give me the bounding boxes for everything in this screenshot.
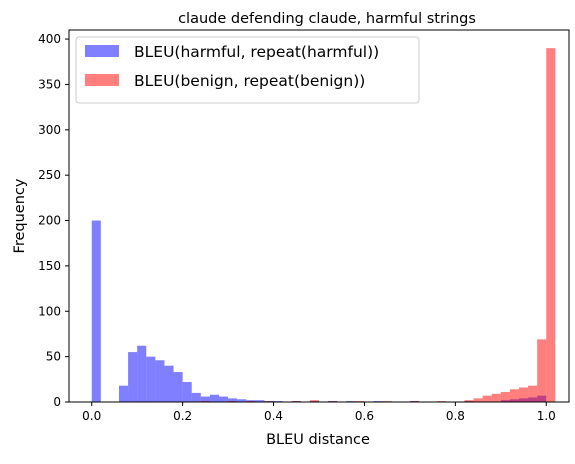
x-tick-label: 1.0 <box>537 409 556 423</box>
histogram-bar <box>200 396 210 402</box>
histogram-bar <box>509 389 519 402</box>
histogram-bar <box>155 360 165 402</box>
histogram-bar <box>91 220 101 402</box>
x-tick-label: 0.2 <box>173 409 192 423</box>
histogram-bar <box>464 400 474 402</box>
histogram-bar <box>473 398 483 402</box>
legend-label-harmful: BLEU(harmful, repeat(harmful)) <box>134 43 379 61</box>
chart-title: claude defending claude, harmful strings <box>178 11 476 27</box>
histogram-bar <box>482 395 492 402</box>
histogram-bar <box>173 372 183 402</box>
x-axis: 0.0 0.2 0.4 0.6 0.8 1.0 <box>82 402 556 423</box>
y-tick-label: 150 <box>38 259 61 273</box>
series-0-bars <box>91 220 547 402</box>
plot-frame <box>68 29 570 403</box>
histogram-bar <box>128 352 138 402</box>
histogram-bar <box>191 392 201 402</box>
histogram-bar <box>500 392 510 402</box>
histogram-bar <box>546 48 556 403</box>
y-tick-label: 0 <box>53 395 61 409</box>
histogram-bar <box>182 382 192 402</box>
histogram-bar <box>209 394 219 402</box>
legend-box <box>75 36 420 104</box>
y-axis-label: Frequency <box>12 178 28 253</box>
histogram-bar <box>228 398 238 402</box>
histogram-bar <box>491 393 501 402</box>
histogram-bar <box>146 356 156 402</box>
x-tick-label: 0.6 <box>355 409 374 423</box>
histogram-bar <box>137 345 147 402</box>
x-tick-label: 0.0 <box>82 409 101 423</box>
y-tick-label: 300 <box>38 123 61 137</box>
x-tick-label: 0.4 <box>264 409 283 423</box>
histogram-bar <box>219 396 229 402</box>
y-tick-label: 350 <box>38 77 61 91</box>
y-tick-label: 50 <box>46 350 61 364</box>
histogram-bar <box>309 400 319 402</box>
x-axis-label: BLEU distance <box>266 432 370 448</box>
histogram-bar <box>528 385 538 402</box>
y-tick-label: 100 <box>38 304 61 318</box>
histogram-bar <box>537 339 547 402</box>
y-axis: 0 50 100 150 200 250 300 350 400 <box>38 32 69 409</box>
y-tick-label: 200 <box>38 214 61 228</box>
legend: BLEU(harmful, repeat(harmful)) BLEU(beni… <box>75 36 420 104</box>
y-tick-label: 250 <box>38 168 61 182</box>
histogram-bar <box>164 365 174 402</box>
y-tick-label: 400 <box>38 32 61 46</box>
x-tick-label: 0.8 <box>446 409 465 423</box>
histogram-bar <box>237 399 247 402</box>
histogram-bar <box>119 385 129 402</box>
histogram-bar <box>519 387 529 402</box>
legend-swatch-benign <box>85 74 119 86</box>
legend-label-benign: BLEU(benign, repeat(benign)) <box>134 72 365 90</box>
legend-swatch-harmful <box>85 45 119 57</box>
histogram-bar <box>255 400 265 402</box>
